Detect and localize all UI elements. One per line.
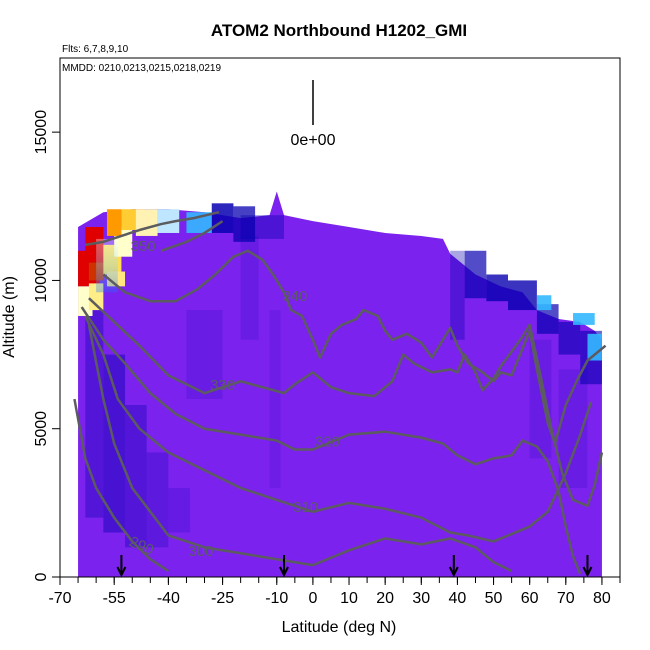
y-axis-label: Altitude (m)	[1, 276, 18, 358]
field-cell	[106, 209, 122, 236]
field-cell	[96, 238, 118, 293]
field-cell	[536, 304, 559, 334]
field-cell	[240, 215, 284, 239]
field-cell	[269, 310, 281, 489]
contour-label: 350	[131, 238, 156, 255]
plot-frame	[59, 57, 621, 578]
x-tick-label: 50	[485, 590, 503, 607]
contour-290	[73, 398, 170, 573]
x-tick-label: 70	[557, 590, 575, 607]
contour-label: 320	[315, 434, 340, 451]
field-cell	[240, 235, 259, 340]
contour-300	[87, 324, 513, 573]
x-tick-label: -55	[103, 590, 126, 607]
y-tick-label: 0	[33, 572, 50, 581]
field-cell	[573, 313, 595, 325]
contour-label: 340	[282, 288, 307, 305]
x-tick-label: 40	[449, 590, 467, 607]
x-tick-label: 60	[521, 590, 539, 607]
x-tick-label: -10	[265, 590, 288, 607]
field-cell	[157, 209, 180, 233]
contour-320	[80, 306, 582, 575]
field-cell	[587, 333, 602, 361]
dates-subtitle: MMDD: 0210,0213,0215,0218,0219	[62, 63, 221, 74]
x-tick-label: 20	[376, 590, 394, 607]
x-axis-label: Latitude (deg N)	[282, 619, 397, 636]
field-cell	[233, 206, 256, 242]
contour-340	[102, 249, 607, 445]
x-tick-label: -25	[211, 590, 234, 607]
field-cell	[486, 274, 508, 302]
contour-330	[88, 297, 604, 508]
x-axis: -70 -55 -40 -25 -10 0 10 20 30 40 50 60 70 80	[48, 577, 621, 607]
scale-label: 0e+00	[291, 132, 336, 149]
field-cell	[558, 321, 581, 355]
y-tick-label: 5000	[33, 411, 50, 447]
flight-arrow-head	[582, 566, 593, 578]
field-cell	[168, 488, 191, 533]
contour-label: 330	[210, 377, 235, 394]
field-cell	[135, 209, 158, 236]
flight-arrow-head	[116, 566, 127, 578]
field-cell	[211, 203, 234, 233]
contour-label: 300	[188, 543, 213, 560]
flight-arrow-head	[279, 566, 289, 578]
y-tick-label: 10000	[33, 258, 50, 303]
heatmap-field	[78, 191, 602, 577]
field-cell	[146, 452, 169, 548]
contour-label: 310	[293, 499, 318, 516]
field-cell	[536, 295, 552, 311]
x-tick-label: -40	[157, 590, 180, 607]
contour-unlabeled	[160, 220, 224, 252]
y-tick-label: 15000	[33, 110, 50, 155]
contour-350	[85, 211, 220, 247]
field-cell	[125, 404, 147, 548]
flight-arrows	[116, 555, 593, 578]
field-cell	[464, 250, 487, 299]
x-tick-label: 0	[308, 590, 317, 607]
flight-arrow-head	[448, 566, 459, 578]
field-cell	[529, 339, 552, 459]
x-tick-label: -70	[48, 590, 71, 607]
x-tick-label: 80	[593, 590, 611, 607]
field-cell	[508, 280, 537, 311]
field-cell	[186, 310, 223, 400]
contour-310	[84, 315, 593, 543]
flights-subtitle: Flts: 6,7,8,9,10	[62, 44, 129, 55]
field-cell	[450, 250, 465, 340]
x-tick-label: 10	[340, 590, 358, 607]
chart-title: ATOM2 Northbound H1202_GMI	[211, 21, 467, 40]
y-axis: 0 5000 10000 15000	[33, 110, 60, 581]
field-cell	[85, 310, 104, 518]
x-tick-label: 30	[412, 590, 430, 607]
